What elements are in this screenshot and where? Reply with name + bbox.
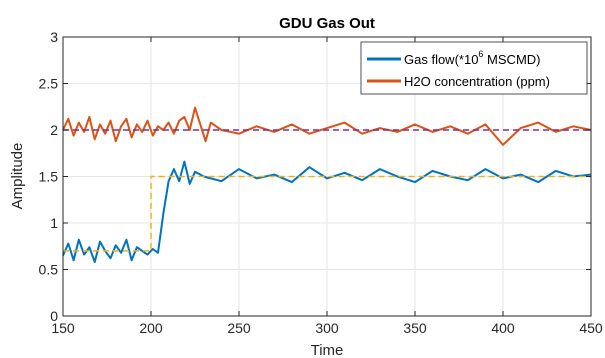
y-axis-label: Amplitude	[9, 143, 26, 210]
legend-gas-flow-label: Gas flow(*106 MSCMD)	[404, 49, 540, 67]
x-tick-label: 300	[315, 320, 339, 336]
series-lines	[62, 106, 592, 264]
ticks: 150 200 250 300 350 400 450 0 0.5 1 1.5 2 2.5 3	[39, 29, 603, 336]
y-tick-label: 0	[50, 308, 58, 324]
legend-h2o-label: H2O concentration (ppm)	[404, 74, 550, 89]
x-tick-label: 350	[403, 320, 427, 336]
y-tick-label: 1.5	[39, 169, 59, 185]
x-tick-label: 450	[579, 320, 603, 336]
x-axis-label: Time	[311, 342, 344, 358]
reference-line-2	[63, 175, 591, 252]
legend-box	[360, 41, 588, 95]
chart-title: GDU Gas Out	[279, 15, 375, 32]
x-tick-label: 400	[491, 320, 515, 336]
y-tick-label: 1	[50, 215, 58, 231]
y-tick-label: 2.5	[39, 76, 59, 92]
y-tick-label: 3	[50, 29, 58, 45]
legend: Gas flow(*106 MSCMD) H2O concentration (…	[360, 41, 588, 95]
x-tick-label: 250	[227, 320, 251, 336]
x-tick-label: 200	[139, 320, 163, 336]
x-tick-label: 150	[51, 320, 75, 336]
y-tick-label: 2	[50, 122, 58, 138]
y-tick-label: 0.5	[39, 262, 59, 278]
